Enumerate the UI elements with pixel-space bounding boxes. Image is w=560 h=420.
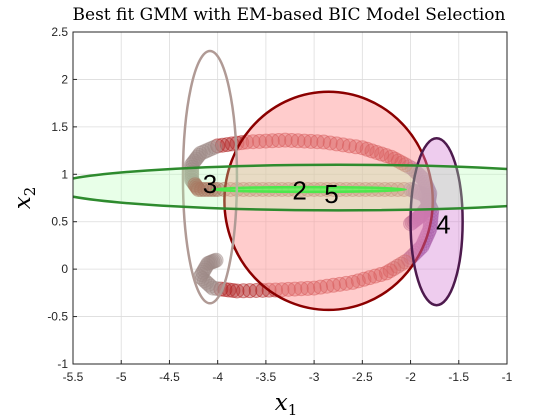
y-tick-label: -1 — [57, 357, 68, 371]
y-axis-label-sub: 2 — [21, 187, 39, 197]
x-axis-ticks: -5.5 -5 -4.5 -4 -3.5 -3 -2.5 -2 -1.5 -1 — [63, 360, 513, 384]
component-label: 4 — [436, 210, 450, 240]
y-tick-label: -0.5 — [47, 310, 68, 324]
x-tick-label: -4.5 — [159, 370, 180, 384]
x-tick-label: -2 — [405, 370, 416, 384]
x-axis-label: x1 — [275, 390, 298, 419]
component-label: 3 — [203, 169, 217, 199]
chart-title: Best fit GMM with EM-based BIC Model Sel… — [73, 5, 506, 25]
data-point — [242, 283, 258, 299]
data-point — [235, 283, 251, 299]
gmm-ellipses — [73, 49, 507, 312]
gmm-component-ellipse — [409, 136, 464, 307]
x-tick-label: -4 — [212, 370, 223, 384]
component-labels: 3 2 5 4 — [203, 169, 451, 240]
gmm-component-ellipse — [223, 90, 434, 312]
data-point — [229, 283, 245, 299]
y-axis-ticks: -1 -0.5 0 0.5 1 1.5 2 2.5 — [47, 25, 77, 371]
y-tick-label: 0 — [61, 262, 68, 276]
gmm-component-ellipse — [211, 185, 407, 194]
y-axis-label-main: x — [10, 196, 36, 209]
y-axis-label: x2 — [10, 187, 39, 210]
x-axis-label-main: x — [275, 390, 288, 416]
x-tick-label: -1.5 — [448, 370, 469, 384]
component-label: 5 — [324, 179, 338, 209]
x-tick-label: -5 — [116, 370, 127, 384]
x-tick-label: -2.5 — [352, 370, 373, 384]
y-tick-label: 2.5 — [51, 25, 68, 39]
data-point — [248, 282, 264, 298]
gmm-component-ellipse — [73, 163, 507, 212]
y-tick-label: 2 — [61, 72, 68, 86]
data-point — [225, 282, 241, 298]
plot-frame — [72, 31, 508, 365]
x-tick-label: -5.5 — [63, 370, 84, 384]
data-point — [208, 252, 224, 268]
x-tick-label: -3.5 — [256, 370, 277, 384]
y-tick-label: 1 — [61, 167, 68, 181]
x-tick-label: -3 — [309, 370, 320, 384]
gmm-component-ellipse — [181, 49, 239, 305]
x-tick-label: -1 — [502, 370, 513, 384]
x-axis-label-sub: 1 — [288, 401, 298, 419]
y-tick-label: 1.5 — [51, 120, 68, 134]
y-tick-label: 0.5 — [51, 215, 68, 229]
component-label: 2 — [292, 175, 306, 205]
